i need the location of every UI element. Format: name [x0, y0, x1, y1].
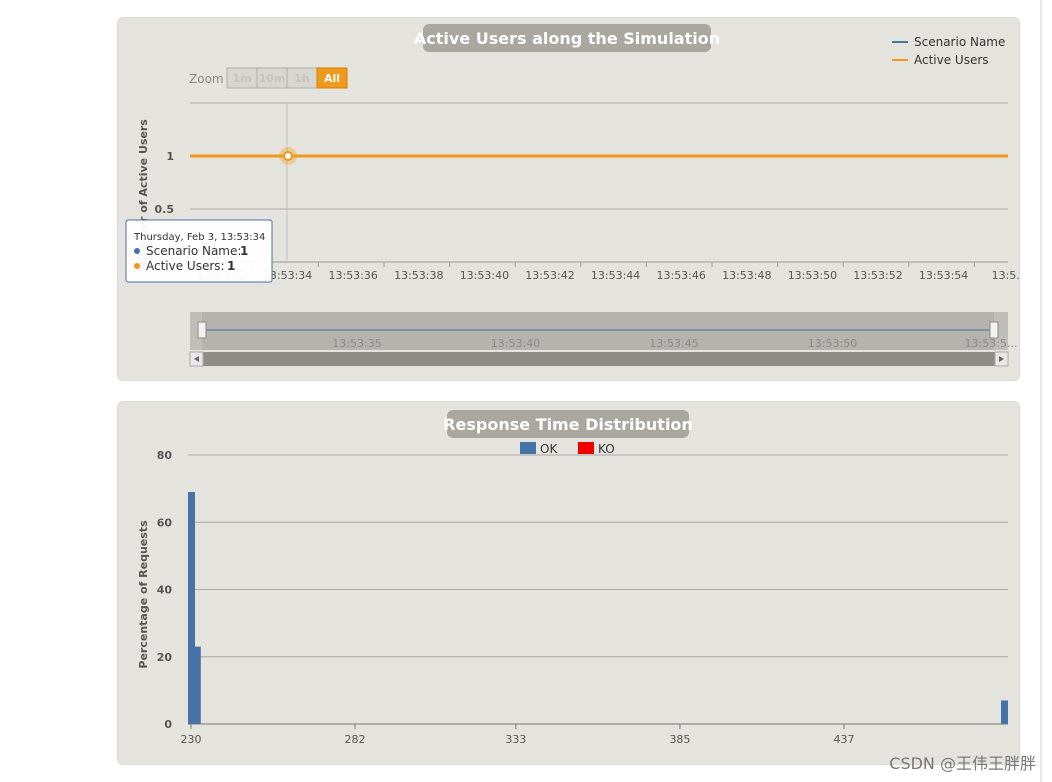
legend-label-KO[interactable]: KO: [598, 442, 615, 456]
tooltip-value-1: 1: [227, 259, 235, 273]
chart-title-box: [447, 410, 689, 438]
navigator-tick-label: 13:53:35: [332, 337, 381, 350]
x-tick-label: 13:53:38: [394, 269, 443, 282]
x-tick-label: 13:53:42: [525, 269, 574, 282]
zoom-button-label-10m[interactable]: 10m: [259, 72, 286, 85]
x-tick-label: 385: [669, 733, 690, 746]
zoom-button-label-1m[interactable]: 1m: [232, 72, 251, 85]
response-time-panel: Response Time Distribution OK KO 0 20 40 60 80 P…: [117, 401, 1020, 765]
active-users-panel: Active Users along the Simulation Scenari…: [117, 17, 1020, 381]
x-tick-label: 13:53:34: [263, 269, 312, 282]
legend-label-OK[interactable]: OK: [540, 442, 558, 456]
navigator-tick-label: 13:53:50: [808, 337, 857, 350]
x-tick-label: 13:53:50: [788, 269, 837, 282]
y-tick-label: 40: [157, 584, 173, 597]
x-tick-label: 230: [181, 733, 202, 746]
navigator-tick-label: 13:53:40: [491, 337, 540, 350]
tooltip-header: Thursday, Feb 3, 13:53:34: [133, 232, 265, 243]
y-axis-title: Percentage of Requests: [137, 520, 150, 669]
x-tick-label: 13:53:36: [328, 269, 377, 282]
bar-ok[interactable]: [1001, 700, 1008, 724]
tooltip-dot-0: [134, 248, 140, 254]
zoom-label: Zoom: [189, 72, 224, 86]
x-tick-label: 437: [833, 733, 854, 746]
x-tick-label: 13:5...: [992, 269, 1019, 282]
chart-title: Response Time Distribution: [443, 415, 693, 434]
bar-ok[interactable]: [193, 646, 201, 724]
zoom-button-label-1h[interactable]: 1h: [294, 72, 310, 85]
watermark: CSDN @王伟王胖胖: [889, 754, 1036, 773]
navigator-tick-label: 13:53:5...: [965, 337, 1018, 350]
y-tick-label: 0: [164, 718, 172, 731]
arrow-left-icon: [194, 356, 199, 362]
active-users-chart: Active Users along the Simulation Scenari…: [125, 24, 1019, 367]
x-tick-label: 282: [345, 733, 366, 746]
legend-swatch-OK: [520, 442, 536, 454]
legend-label-1[interactable]: Active Users: [914, 53, 989, 67]
tooltip-label-1: Active Users:: [146, 259, 225, 273]
tooltip-box: [125, 219, 273, 283]
chart-title: Active Users along the Simulation: [414, 29, 720, 48]
tooltip-dot-1: [134, 263, 140, 269]
zoom-button-All[interactable]: [316, 67, 348, 89]
hover-point[interactable]: [283, 151, 293, 161]
bar-ok[interactable]: [188, 491, 195, 724]
x-tick-label: 13:53:52: [853, 269, 902, 282]
navigator-scrollbar[interactable]: [190, 352, 1008, 366]
x-tick-label: 13:53:48: [722, 269, 771, 282]
zoom-button-label-All[interactable]: All: [324, 72, 340, 85]
arrow-right-icon: [999, 356, 1004, 362]
y-tick-label: 60: [157, 516, 173, 529]
y-tick-label: 80: [157, 449, 173, 462]
navigator-tick-label: 13:53:45: [649, 337, 698, 350]
navigator-handle-1[interactable]: [989, 321, 999, 339]
response-time-chart: Response Time Distribution OK KO 0 20 40 60 80 P…: [137, 410, 1008, 746]
y-tick-label: 0.5: [155, 203, 175, 216]
chart-title-box: [423, 24, 711, 52]
x-tick-label: 13:53:44: [591, 269, 640, 282]
navigator-selection[interactable]: [202, 312, 994, 350]
x-tick-label: 333: [505, 733, 526, 746]
tooltip-value-0: 1: [240, 244, 248, 258]
tooltip-label-0: Scenario Name:: [146, 244, 241, 258]
x-tick-label: 13:53:40: [460, 269, 509, 282]
x-tick-label: 13:53:54: [919, 269, 968, 282]
navigator-handle-0[interactable]: [197, 321, 207, 339]
x-tick-label: 13:53:46: [656, 269, 705, 282]
y-tick-label: 1: [166, 150, 174, 163]
legend-label-0[interactable]: Scenario Name: [914, 35, 1005, 49]
page-scrollbar[interactable]: [1040, 0, 1042, 782]
y-tick-label: 20: [157, 651, 173, 664]
legend-swatch-KO: [578, 442, 594, 454]
